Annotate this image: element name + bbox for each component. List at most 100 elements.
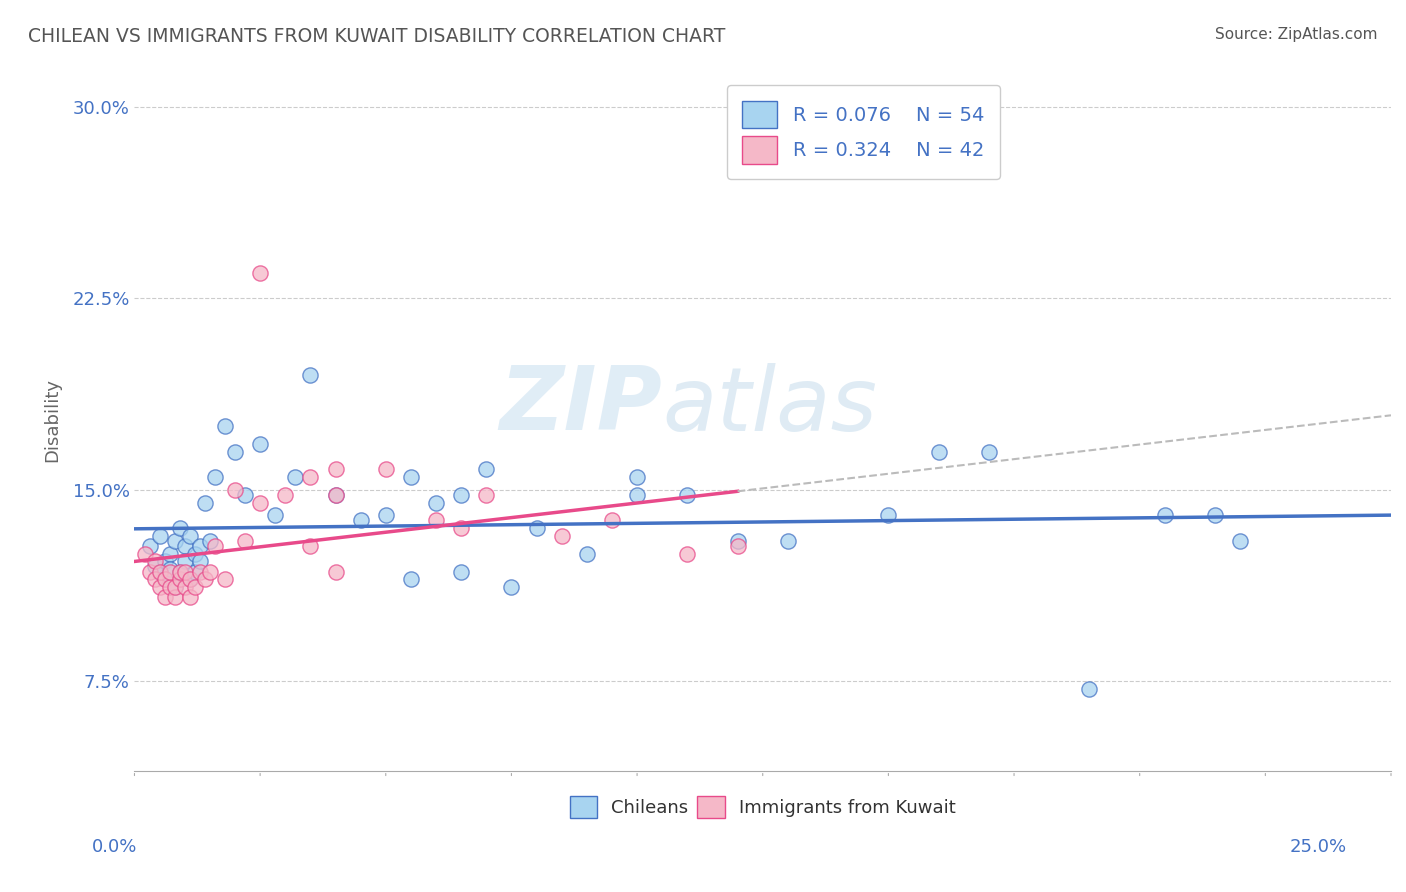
Legend: Chileans, Immigrants from Kuwait: Chileans, Immigrants from Kuwait [562, 789, 963, 825]
Text: 0.0%: 0.0% [91, 838, 136, 856]
Point [159, 562, 181, 576]
Point [153, 590, 176, 604]
Point [169, 565, 191, 579]
Point [475, 462, 498, 476]
Text: atlas: atlas [662, 362, 877, 449]
Point [676, 488, 699, 502]
Point [169, 572, 191, 586]
Point [284, 470, 307, 484]
Point [550, 529, 572, 543]
Point [676, 547, 699, 561]
Point [299, 470, 322, 484]
Point [526, 521, 548, 535]
Point [149, 565, 172, 579]
Point [134, 547, 156, 561]
Point [977, 444, 1000, 458]
Text: CHILEAN VS IMMIGRANTS FROM KUWAIT DISABILITY CORRELATION CHART: CHILEAN VS IMMIGRANTS FROM KUWAIT DISABI… [28, 27, 725, 45]
Point [194, 495, 217, 509]
Point [299, 368, 322, 382]
Point [325, 462, 347, 476]
Point [877, 508, 900, 523]
Text: 25.0%: 25.0% [1289, 838, 1347, 856]
Point [1078, 681, 1101, 696]
Point [149, 580, 172, 594]
Point [138, 565, 160, 579]
Point [264, 508, 287, 523]
Point [138, 539, 160, 553]
Point [159, 565, 181, 579]
Point [1153, 508, 1175, 523]
Point [169, 521, 191, 535]
Point [399, 572, 422, 586]
Point [928, 444, 950, 458]
Point [325, 565, 347, 579]
Point [188, 565, 211, 579]
Point [626, 470, 648, 484]
Point [249, 495, 271, 509]
Point [184, 547, 207, 561]
Point [1229, 533, 1251, 548]
Point [159, 547, 181, 561]
Point [224, 483, 246, 497]
Point [184, 565, 207, 579]
Point [173, 539, 195, 553]
Point [214, 419, 236, 434]
Point [143, 572, 166, 586]
Point [600, 513, 623, 527]
Point [163, 590, 186, 604]
Point [727, 533, 749, 548]
Point [198, 565, 221, 579]
Point [153, 572, 176, 586]
Point [198, 533, 221, 548]
Point [179, 529, 201, 543]
Point [374, 508, 396, 523]
Point [1204, 508, 1226, 523]
Point [163, 533, 186, 548]
Point [179, 572, 201, 586]
Y-axis label: Disability: Disability [44, 377, 60, 461]
Point [153, 554, 176, 568]
Point [450, 521, 472, 535]
Point [153, 572, 176, 586]
Point [214, 572, 236, 586]
Point [224, 444, 246, 458]
Point [475, 488, 498, 502]
Point [188, 539, 211, 553]
Point [249, 266, 271, 280]
Point [350, 513, 373, 527]
Point [143, 554, 166, 568]
Point [374, 462, 396, 476]
Point [776, 533, 799, 548]
Point [233, 533, 256, 548]
Point [325, 488, 347, 502]
Point [626, 488, 648, 502]
Point [575, 547, 598, 561]
Point [399, 470, 422, 484]
Point [450, 488, 472, 502]
Point [233, 488, 256, 502]
Point [194, 572, 217, 586]
Point [149, 529, 172, 543]
Point [727, 539, 749, 553]
Point [179, 572, 201, 586]
Point [173, 565, 195, 579]
Point [425, 495, 447, 509]
Point [204, 539, 226, 553]
Text: Source: ZipAtlas.com: Source: ZipAtlas.com [1215, 27, 1378, 42]
Point [173, 580, 195, 594]
Point [188, 554, 211, 568]
Point [159, 580, 181, 594]
Point [249, 437, 271, 451]
Point [425, 513, 447, 527]
Point [299, 539, 322, 553]
Point [169, 565, 191, 579]
Point [163, 580, 186, 594]
Point [149, 565, 172, 579]
Point [325, 488, 347, 502]
Point [163, 580, 186, 594]
Point [173, 554, 195, 568]
Point [274, 488, 297, 502]
Point [179, 590, 201, 604]
Point [143, 559, 166, 574]
Point [450, 565, 472, 579]
